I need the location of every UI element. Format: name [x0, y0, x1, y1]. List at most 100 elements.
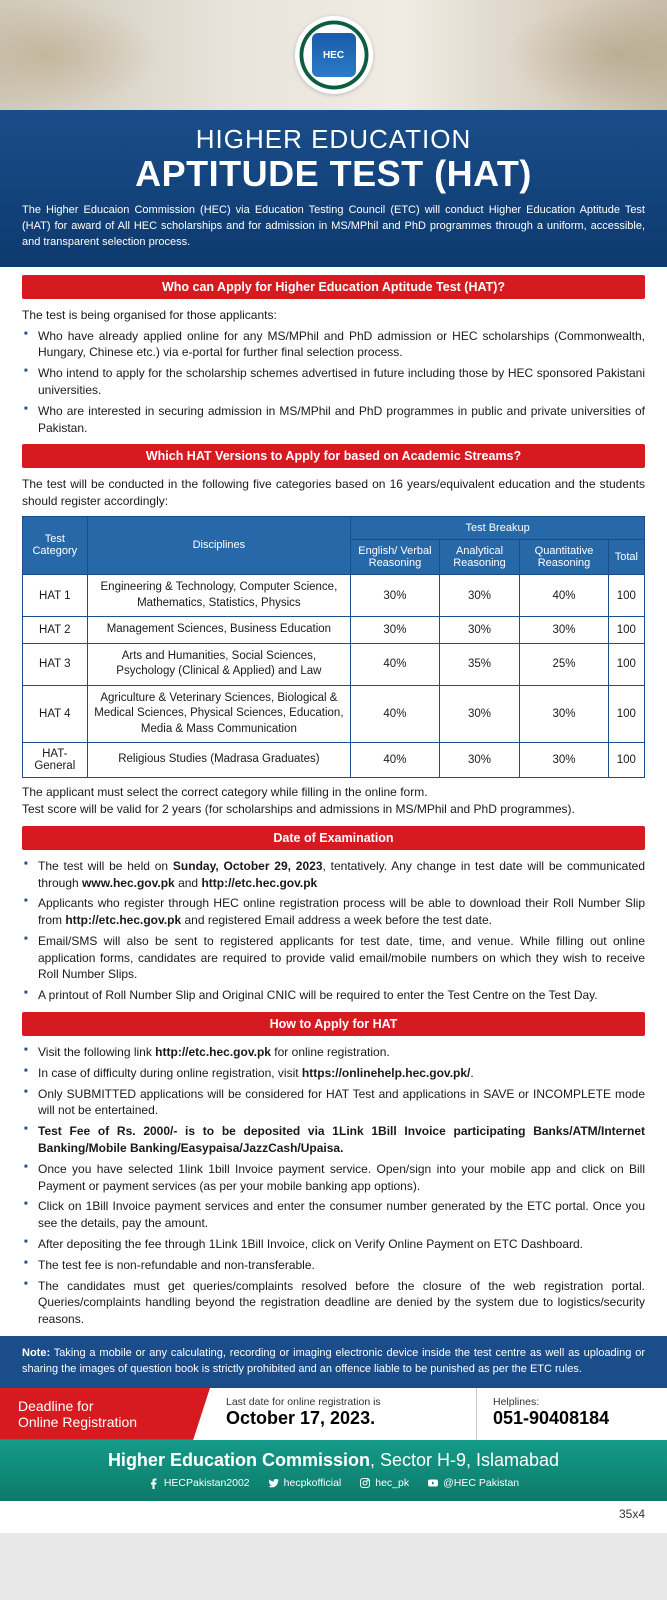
content-area: Who can Apply for Higher Education Aptit… — [0, 275, 667, 1328]
cell-disciplines: Religious Studies (Madrasa Graduates) — [87, 743, 351, 778]
th-qr: Quantitative Reasoning — [520, 539, 608, 574]
deadline-left-line1: Deadline for — [18, 1398, 192, 1414]
th-ev: English/ Verbal Reasoning — [351, 539, 440, 574]
cell-qr: 40% — [520, 574, 608, 616]
cell-category: HAT 3 — [23, 643, 88, 685]
social-twitter-handle: hecpkofficial — [284, 1477, 342, 1489]
footer-rest: , Sector H-9, Islamabad — [370, 1450, 559, 1470]
social-youtube-handle: @HEC Pakistan — [443, 1477, 519, 1489]
section-versions-title: Which HAT Versions to Apply for based on… — [22, 444, 645, 468]
cell-ev: 40% — [351, 685, 440, 743]
note-band: Note: Taking a mobile or any calculating… — [0, 1336, 667, 1388]
cell-category: HAT 1 — [23, 574, 88, 616]
social-facebook: HECPakistan2002 — [148, 1477, 250, 1489]
cell-ar: 35% — [439, 643, 520, 685]
versions-intro: The test will be conducted in the follow… — [22, 476, 645, 510]
cell-ar: 30% — [439, 617, 520, 644]
cell-ev: 30% — [351, 617, 440, 644]
footer-address: Higher Education Commission, Sector H-9,… — [10, 1450, 657, 1471]
cell-qr: 30% — [520, 743, 608, 778]
list-item: Email/SMS will also be sent to registere… — [22, 933, 645, 983]
list-item: Who are interested in securing admission… — [22, 403, 645, 437]
instagram-icon — [359, 1477, 371, 1489]
title-line1: HIGHER EDUCATION — [22, 124, 645, 155]
cell-total: 100 — [608, 685, 644, 743]
table-row: HAT-GeneralReligious Studies (Madrasa Gr… — [23, 743, 645, 778]
cell-disciplines: Agriculture & Veterinary Sciences, Biolo… — [87, 685, 351, 743]
section-date-title: Date of Examination — [22, 826, 645, 850]
deadline-badge: Deadline for Online Registration — [0, 1388, 210, 1440]
cell-total: 100 — [608, 743, 644, 778]
social-facebook-handle: HECPakistan2002 — [164, 1477, 250, 1489]
title-intro: The Higher Educaion Commission (HEC) via… — [22, 203, 645, 251]
th-tot: Total — [608, 539, 644, 574]
social-instagram: hec_pk — [359, 1477, 409, 1489]
title-line2: APTITUDE TEST (HAT) — [22, 153, 645, 195]
th-breakup: Test Breakup — [351, 516, 645, 539]
table-row: HAT 2Management Sciences, Business Educa… — [23, 617, 645, 644]
cell-disciplines: Arts and Humanities, Social Sciences, Ps… — [87, 643, 351, 685]
versions-footer1: The applicant must select the correct ca… — [22, 784, 645, 801]
cell-total: 100 — [608, 617, 644, 644]
list-item: Click on 1Bill Invoice payment services … — [22, 1198, 645, 1232]
cell-total: 100 — [608, 574, 644, 616]
table-row: HAT 4Agriculture & Veterinary Sciences, … — [23, 685, 645, 743]
list-item: The candidates must get queries/complain… — [22, 1278, 645, 1328]
social-instagram-handle: hec_pk — [375, 1477, 409, 1489]
list-item: The test fee is non-refundable and non-t… — [22, 1257, 645, 1274]
section-who-title: Who can Apply for Higher Education Aptit… — [22, 275, 645, 299]
section-how-title: How to Apply for HAT — [22, 1012, 645, 1036]
table-row: HAT 3Arts and Humanities, Social Science… — [23, 643, 645, 685]
youtube-icon — [427, 1477, 439, 1489]
list-item: Visit the following link http://etc.hec.… — [22, 1044, 645, 1061]
cell-ar: 30% — [439, 685, 520, 743]
poster-root: HEC HIGHER EDUCATION APTITUDE TEST (HAT)… — [0, 0, 667, 1533]
cell-qr: 25% — [520, 643, 608, 685]
th-category: Test Category — [23, 516, 88, 574]
list-item: After depositing the fee through 1Link 1… — [22, 1236, 645, 1253]
cell-ev: 30% — [351, 574, 440, 616]
cell-qr: 30% — [520, 617, 608, 644]
twitter-icon — [268, 1477, 280, 1489]
list-item: Only SUBMITTED applications will be cons… — [22, 1086, 645, 1120]
hec-emblem-label: HEC — [312, 33, 356, 77]
note-text: Note: Taking a mobile or any calculating… — [22, 1347, 645, 1375]
who-bullets: Who have already applied online for any … — [22, 328, 645, 437]
social-twitter: hecpkofficial — [268, 1477, 342, 1489]
deadline-row: Deadline for Online Registration Last da… — [0, 1388, 667, 1440]
facebook-icon — [148, 1477, 160, 1489]
date-bullets: The test will be held on Sunday, October… — [22, 858, 645, 1004]
versions-footer2: Test score will be valid for 2 years (fo… — [22, 801, 645, 818]
hat-table: Test Category Disciplines Test Breakup E… — [22, 516, 645, 778]
list-item: Who intend to apply for the scholarship … — [22, 365, 645, 399]
cell-disciplines: Management Sciences, Business Education — [87, 617, 351, 644]
footer-band: Higher Education Commission, Sector H-9,… — [0, 1440, 667, 1501]
cell-disciplines: Engineering & Technology, Computer Scien… — [87, 574, 351, 616]
deadline-right: Helplines: 051-90408184 — [477, 1388, 667, 1440]
deadline-mid-label: Last date for online registration is — [226, 1396, 460, 1408]
how-bullets: Visit the following link http://etc.hec.… — [22, 1044, 645, 1328]
page-code: 35x4 — [0, 1501, 667, 1533]
title-band: HIGHER EDUCATION APTITUDE TEST (HAT) The… — [0, 110, 667, 267]
deadline-mid-value: October 17, 2023. — [226, 1408, 460, 1429]
cell-category: HAT 2 — [23, 617, 88, 644]
list-item: Test Fee of Rs. 2000/- is to be deposite… — [22, 1123, 645, 1157]
who-intro: The test is being organised for those ap… — [22, 307, 645, 324]
cell-total: 100 — [608, 643, 644, 685]
footer-socials: HECPakistan2002 hecpkofficial hec_pk @HE… — [10, 1477, 657, 1489]
social-youtube: @HEC Pakistan — [427, 1477, 519, 1489]
cell-ar: 30% — [439, 743, 520, 778]
helpline-value: 051-90408184 — [493, 1408, 651, 1429]
cell-qr: 30% — [520, 685, 608, 743]
cell-category: HAT-General — [23, 743, 88, 778]
helpline-label: Helplines: — [493, 1396, 651, 1408]
list-item: Once you have selected 1link 1bill Invoi… — [22, 1161, 645, 1195]
cell-ar: 30% — [439, 574, 520, 616]
list-item: Who have already applied online for any … — [22, 328, 645, 362]
deadline-mid: Last date for online registration is Oct… — [210, 1388, 477, 1440]
list-item: A printout of Roll Number Slip and Origi… — [22, 987, 645, 1004]
deadline-left-line2: Online Registration — [18, 1414, 192, 1430]
table-row: HAT 1Engineering & Technology, Computer … — [23, 574, 645, 616]
cell-category: HAT 4 — [23, 685, 88, 743]
list-item: Applicants who register through HEC onli… — [22, 895, 645, 929]
